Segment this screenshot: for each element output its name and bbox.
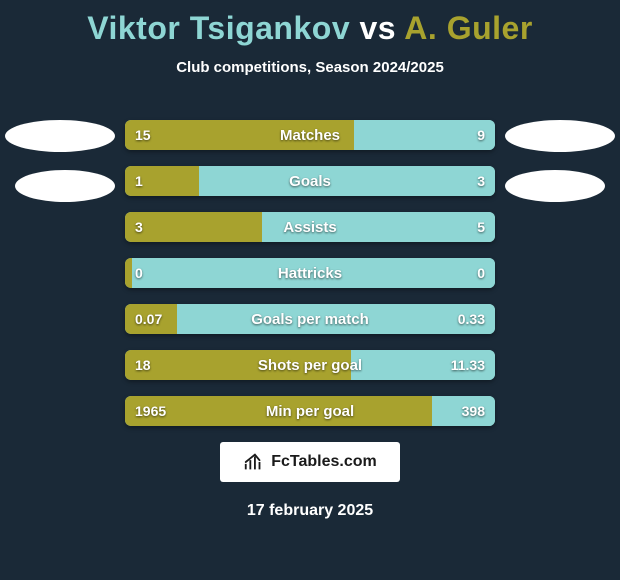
chart-area: 159Matches 13Goals 35Assists 00Hattricks 0.0…: [0, 120, 620, 520]
stat-label: Shots per goal: [125, 350, 495, 380]
chart-icon: [243, 451, 265, 473]
watermark-text: FcTables.com: [271, 453, 377, 471]
stat-label: Goals per match: [125, 304, 495, 334]
player1-avatar-top-ellipse: [5, 120, 115, 152]
player1-name: Viktor Tsigankov: [87, 10, 350, 46]
stat-label: Goals: [125, 166, 495, 196]
stat-label: Min per goal: [125, 396, 495, 426]
stat-row: 13Goals: [125, 166, 495, 196]
stat-label: Assists: [125, 212, 495, 242]
date-text: 17 february 2025: [0, 502, 620, 520]
stat-label: Hattricks: [125, 258, 495, 288]
stat-row: 159Matches: [125, 120, 495, 150]
stat-label: Matches: [125, 120, 495, 150]
vs-text: vs: [360, 10, 397, 46]
player2-name: A. Guler: [404, 10, 532, 46]
stat-row: 00Hattricks: [125, 258, 495, 288]
stat-row: 35Assists: [125, 212, 495, 242]
comparison-title: Viktor Tsigankov vs A. Guler: [0, 0, 620, 47]
stat-bars-container: 159Matches 13Goals 35Assists 00Hattricks 0.0…: [125, 120, 495, 426]
player2-avatar-bottom-ellipse: [505, 170, 605, 202]
stat-row: 1811.33Shots per goal: [125, 350, 495, 380]
watermark-badge: FcTables.com: [220, 442, 400, 482]
stat-row: 0.070.33Goals per match: [125, 304, 495, 334]
player1-avatar-bottom-ellipse: [15, 170, 115, 202]
subtitle: Club competitions, Season 2024/2025: [0, 59, 620, 76]
player2-avatar-top-ellipse: [505, 120, 615, 152]
stat-row: 1965398Min per goal: [125, 396, 495, 426]
